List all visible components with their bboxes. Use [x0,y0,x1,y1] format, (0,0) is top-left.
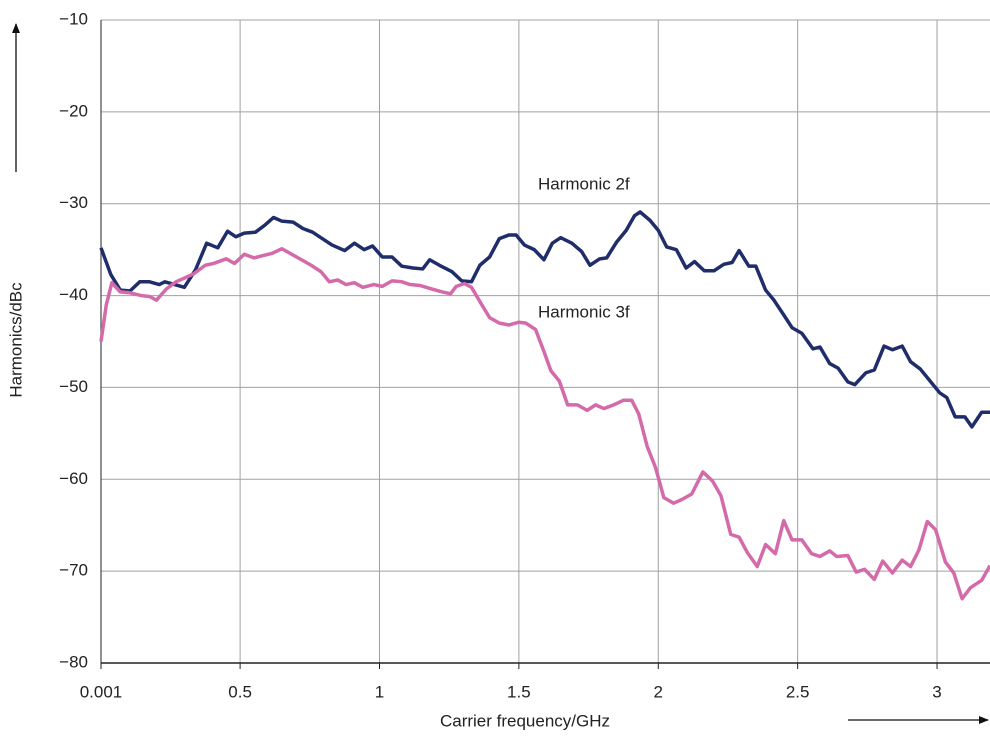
x-tick-label: 2 [654,682,663,701]
y-tick-label: −10 [59,9,88,28]
y-tick-label: −50 [59,377,88,396]
x-tick-label: 1.5 [507,682,531,701]
y-tick-label: −80 [59,652,88,671]
y-tick-label: −70 [59,561,88,580]
y-axis-title: Harmonics/dBc [6,282,25,398]
x-tick-label: 0.001 [80,682,123,701]
series-label: Harmonic 2f [538,174,630,193]
x-axis-title: Carrier frequency/GHz [440,711,610,730]
series-line [99,210,990,429]
x-tick-label: 3 [932,682,941,701]
x-tick-label: 0.5 [228,682,252,701]
y-tick-label: −60 [59,469,88,488]
y-tick-label: −20 [59,101,88,120]
x-tick-label: 1 [375,682,384,701]
x-tick-label: 2.5 [786,682,810,701]
y-tick-label: −40 [59,285,88,304]
y-tick-label: −30 [59,193,88,212]
series-line [99,246,990,601]
series-label: Harmonic 3f [538,302,630,321]
